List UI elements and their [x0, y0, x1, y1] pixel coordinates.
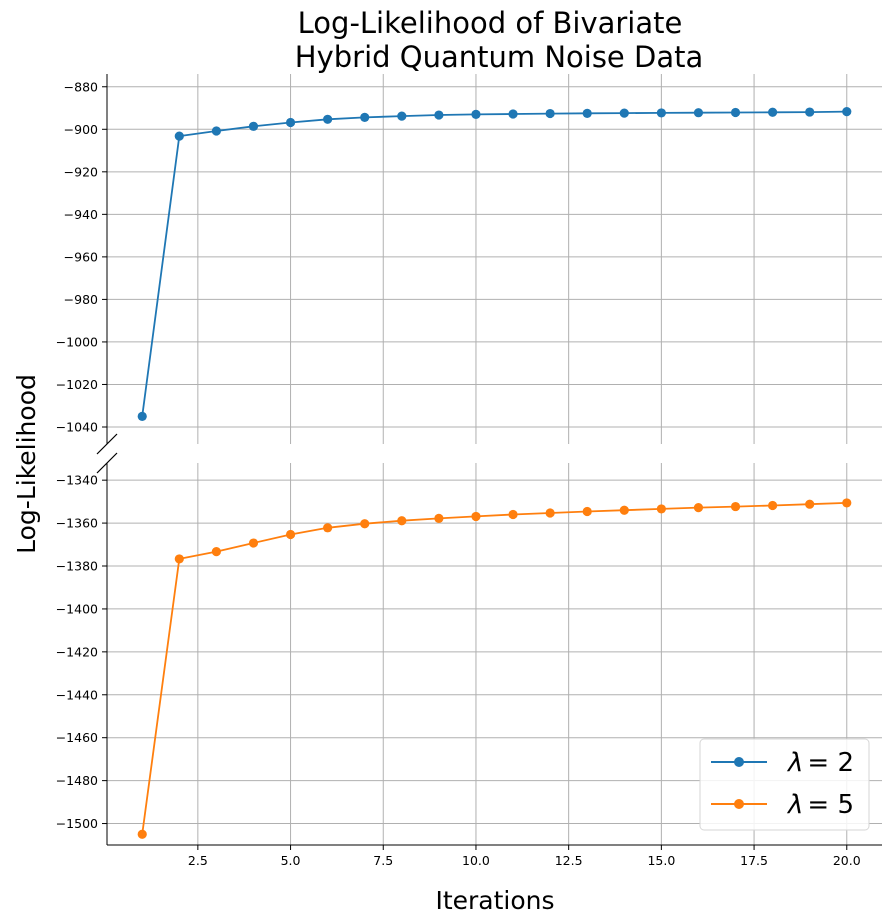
axis-break-markers — [96, 433, 118, 474]
data-point — [174, 554, 184, 564]
gridlines-panel-1 — [107, 74, 882, 444]
data-point — [397, 516, 407, 526]
data-point — [285, 529, 296, 540]
y-tick-label: −1500 — [56, 816, 98, 831]
data-point — [508, 109, 518, 119]
data-point — [619, 108, 629, 118]
y-tick-label: −1340 — [56, 473, 98, 488]
data-point — [805, 107, 815, 117]
data-point — [471, 109, 481, 120]
legend: λ = 2 λ = 5 — [699, 738, 870, 831]
data-point — [360, 519, 370, 529]
y-tick-label: −900 — [64, 122, 98, 137]
y-tick-label: −1480 — [56, 773, 98, 788]
data-point — [842, 107, 852, 117]
data-point — [434, 513, 444, 523]
x-tick-label: 10.0 — [462, 853, 490, 868]
y-tick-label: −920 — [64, 164, 98, 179]
x-axis-label: Iterations — [435, 886, 554, 915]
data-point — [323, 114, 333, 124]
data-point — [471, 511, 481, 522]
data-point — [656, 108, 666, 118]
legend-value-lambda-2: = 2 — [807, 748, 854, 778]
legend-entry-lambda-2: λ = 2 — [711, 748, 854, 778]
data-point — [285, 117, 296, 128]
data-point — [211, 547, 221, 557]
x-tick-label: 5.0 — [281, 853, 301, 868]
legend-value-lambda-5: = 5 — [807, 790, 854, 820]
data-point — [397, 111, 407, 121]
data-point — [323, 523, 333, 533]
data-point — [545, 508, 555, 518]
y-tick-label: −1040 — [56, 419, 98, 434]
legend-label-lambda-5: λ = 5 — [786, 790, 854, 820]
x-tick-label: 20.0 — [833, 853, 861, 868]
y-tick-label: −1020 — [56, 377, 98, 392]
y-tick-label: −1420 — [56, 644, 98, 659]
series-line-panel-2 — [141, 502, 847, 835]
gridlines-panel-2 — [107, 463, 882, 845]
data-point — [730, 501, 741, 512]
data-point — [137, 411, 147, 421]
data-point — [730, 107, 741, 118]
data-point — [842, 498, 852, 508]
legend-symbol-lambda-5: λ — [786, 790, 803, 820]
y-axis-label: Log-Likelihood — [12, 374, 41, 554]
data-point — [545, 108, 555, 119]
data-point — [508, 509, 518, 520]
data-point — [619, 505, 629, 515]
chart-title-line-1: Log-Likelihood of Bivariate — [298, 6, 683, 40]
panel-2: 2.5 5.0 7.5 10.0 12.5 15.0 17.5 20.0 −1500 −1480 −… — [56, 463, 882, 868]
data-point — [693, 503, 704, 513]
y-tick-label: −1000 — [56, 334, 98, 349]
data-point — [137, 829, 147, 839]
y-tick-label: −940 — [64, 207, 98, 222]
legend-entry-lambda-5: λ = 5 — [711, 790, 854, 820]
data-point — [248, 121, 259, 131]
x-tick-label: 12.5 — [555, 853, 583, 868]
axis-break-mark-bottom — [96, 452, 118, 474]
data-point — [434, 110, 444, 120]
data-point — [768, 107, 778, 117]
x-tick-label: 7.5 — [373, 853, 393, 868]
plot-panels: −1040 −1020 −1000 −980 −960 −940 −920 −900 −880 2… — [56, 74, 882, 868]
data-point — [656, 504, 666, 514]
y-tick-label: −960 — [64, 249, 98, 264]
y-tick-label: −880 — [64, 79, 98, 94]
x-tick-label: 17.5 — [740, 853, 768, 868]
chart-title-line-2: Hybrid Quantum Noise Data — [295, 40, 703, 74]
y-tick-label: −1460 — [56, 730, 98, 745]
x-tick-label: 2.5 — [188, 853, 208, 868]
series-line-panel-1 — [141, 110, 847, 417]
legend-symbol-lambda-2: λ — [786, 748, 803, 778]
data-point — [360, 112, 370, 122]
data-point — [768, 500, 778, 511]
legend-marker-lambda-5 — [734, 799, 744, 809]
y-tick-label: −1360 — [56, 516, 98, 531]
legend-label-lambda-2: λ = 2 — [786, 748, 854, 778]
data-point — [174, 131, 184, 141]
data-point — [805, 499, 815, 509]
axis-break-mark-top — [96, 433, 118, 455]
data-point — [693, 108, 704, 118]
data-point — [248, 538, 259, 548]
y-tick-label: −980 — [64, 292, 98, 307]
data-point — [582, 108, 592, 118]
y-tick-label: −1380 — [56, 559, 98, 574]
panel-1: −1040 −1020 −1000 −980 −960 −940 −920 −900 −880 — [56, 74, 882, 444]
legend-marker-lambda-2 — [734, 757, 744, 767]
y-tick-label: −1440 — [56, 687, 98, 702]
data-point — [582, 506, 592, 517]
y-tick-label: −1400 — [56, 601, 98, 616]
x-tick-label: 15.0 — [647, 853, 675, 868]
data-point — [211, 126, 221, 136]
